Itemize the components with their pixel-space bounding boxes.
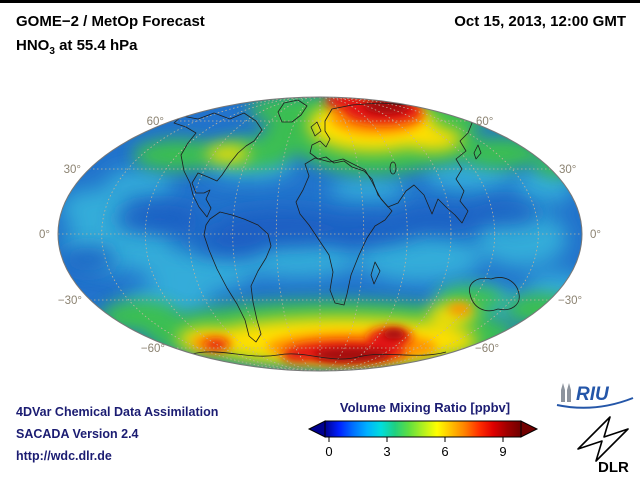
colorbar-tick-marks [328, 437, 504, 442]
coast-madagascar [370, 261, 381, 285]
coast-north-america [173, 112, 263, 218]
subtitle-species: HNO [16, 37, 50, 54]
graticule [58, 97, 582, 371]
lat-label-left-m30: −30° [58, 295, 82, 307]
colorbar-tick-9: 9 [499, 444, 506, 459]
coast-africa [295, 157, 393, 306]
coast-uk [310, 121, 322, 137]
subtitle-subscript: 3 [49, 46, 55, 57]
colorbar-tick-0: 0 [325, 444, 332, 459]
lat-label-left-30: 30° [64, 164, 81, 176]
colorbar-gradient-bar [324, 420, 522, 438]
page-subtitle: HNO3 at 55.4 hPa [16, 37, 137, 57]
coast-south-america [203, 211, 272, 343]
coast-greenland [277, 99, 308, 123]
footer-version-label: SACADA Version 2.4 [16, 427, 139, 441]
lat-label-left-m60: −60° [141, 343, 165, 355]
coast-australia [469, 277, 520, 312]
subtitle-level: at 55.4 hPa [54, 37, 138, 54]
footer-assimilation-label: 4DVar Chemical Data Assimilation [16, 405, 219, 419]
colorbar-left-arrow [307, 420, 326, 438]
map-boundary [57, 96, 583, 372]
deep-blue-field [60, 201, 540, 271]
riu-logo: RIU [556, 383, 634, 409]
lat-label-right-60: 60° [476, 116, 493, 128]
dlr-logo: DLR [577, 416, 629, 476]
dlr-wordmark: DLR [598, 459, 629, 476]
riu-wordmark: RIU [576, 384, 610, 405]
page-title: GOME−2 / MetOp Forecast [16, 13, 205, 30]
colorbar-title: Volume Mixing Ratio [ppbv] [340, 400, 510, 415]
world-map: 60° 30° 0° −30° −60° 60° 30° 0° −30° −60… [39, 96, 601, 372]
coast-new-zealand [546, 303, 555, 318]
colorbar-tick-3: 3 [383, 444, 390, 459]
lat-label-right-30: 30° [559, 164, 576, 176]
lat-label-left-60: 60° [147, 116, 164, 128]
coast-caspian [389, 161, 397, 175]
coast-japan [473, 144, 482, 160]
map-data-layer [58, 97, 582, 371]
datetime-label: Oct 15, 2013, 12:00 GMT [454, 13, 626, 30]
lat-label-right-m60: −60° [475, 343, 499, 355]
dlr-emblem-icon [577, 416, 629, 462]
coast-antarctica [191, 351, 447, 360]
riu-cathedral-icon [561, 383, 571, 402]
footer-url-link[interactable]: http://wdc.dlr.de [16, 449, 112, 463]
latitude-labels: 60° 30° 0° −30° −60° 60° 30° 0° −30° −60… [39, 116, 601, 355]
colorbar: Volume Mixing Ratio [ppbv] 0 3 6 9 [307, 400, 539, 459]
riu-swoosh-icon [556, 397, 634, 409]
lat-label-left-0: 0° [39, 229, 50, 241]
colorbar-tick-6: 6 [441, 444, 448, 459]
colorbar-right-arrow [520, 420, 539, 438]
lat-label-right-0: 0° [590, 229, 601, 241]
lat-label-right-m30: −30° [558, 295, 582, 307]
